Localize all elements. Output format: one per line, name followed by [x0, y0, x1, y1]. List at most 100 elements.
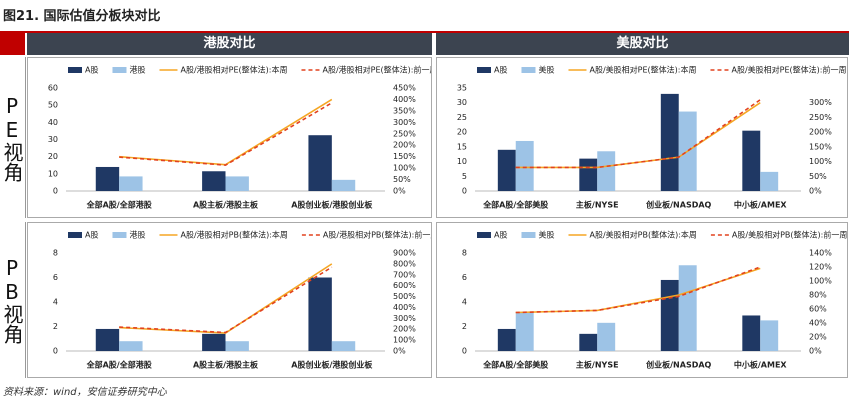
bar — [119, 176, 143, 191]
legend-swatch — [112, 232, 127, 238]
x-tick-label: A股创业板/港股创业板 — [291, 200, 373, 210]
y2-tick-label: 100% — [393, 336, 416, 345]
y-tick-label: 60 — [48, 84, 58, 93]
legend-label: A股/港股相对PE(整体法):前一周 — [322, 65, 432, 75]
figure-title: 图21. 国际估值分板块对比 — [3, 9, 161, 24]
y2-tick-label: 0% — [809, 347, 822, 356]
legend-label: A股/美股相对PB(整体法):前一周 — [732, 230, 847, 240]
bar — [331, 341, 356, 351]
y-tick-label: 0 — [53, 347, 58, 356]
corner — [0, 33, 25, 55]
y-tick-label: 4 — [53, 298, 58, 307]
y-tick-label: 0 — [53, 187, 58, 196]
row-label: PE视角 — [0, 57, 26, 218]
x-tick-label: 主板/NYSE — [576, 200, 619, 210]
legend-swatch — [521, 232, 536, 238]
y-tick-label: 0 — [462, 347, 467, 356]
y2-tick-label: 600% — [393, 281, 416, 290]
chart: 0 5 10 15 20 25 30 35 0% 50% 100% 150% 200% 250% 300% 全… — [436, 57, 848, 218]
legend-swatch — [68, 67, 82, 73]
bar — [760, 320, 779, 351]
bar — [331, 179, 356, 191]
x-tick-label: A股主板/港股主板 — [193, 360, 259, 370]
legend-label: A股/美股相对PE(整体法):本周 — [589, 65, 696, 75]
column-header: 美股对比 — [436, 33, 849, 55]
y2-tick-label: 300% — [393, 314, 416, 323]
y2-tick-label: 0% — [809, 187, 822, 196]
legend-label: 港股 — [129, 65, 145, 75]
line-series — [515, 266, 761, 314]
y2-tick-label: 350% — [393, 106, 416, 115]
y2-tick-label: 150% — [393, 152, 416, 161]
y-tick-label: 35 — [457, 84, 467, 93]
y2-tick-label: 0% — [393, 347, 406, 356]
bar — [95, 166, 120, 191]
bar — [202, 333, 226, 351]
y2-tick-label: 400% — [393, 303, 416, 312]
bar — [308, 135, 332, 191]
legend-label: A股/港股相对PB(整体法):本周 — [180, 230, 287, 240]
line-series — [119, 102, 333, 166]
bar — [742, 130, 761, 191]
y-tick-label: 5 — [462, 172, 467, 181]
y-tick-label: 10 — [48, 169, 58, 178]
legend-label: 美股 — [538, 65, 554, 75]
bar — [497, 328, 516, 351]
y2-tick-label: 200% — [809, 128, 832, 137]
y2-tick-label: 100% — [393, 164, 416, 173]
x-tick-label: 中小板/AMEX — [734, 360, 788, 370]
y2-tick-label: 40% — [809, 319, 827, 328]
legend-swatch — [112, 67, 127, 73]
y2-tick-label: 700% — [393, 270, 416, 279]
legend-swatch — [477, 67, 491, 73]
legend-swatch — [521, 67, 536, 73]
y-tick-label: 15 — [457, 142, 467, 151]
y2-tick-label: 200% — [393, 325, 416, 334]
y-tick-label: 30 — [48, 135, 58, 144]
bar — [597, 322, 616, 351]
line-series — [119, 266, 333, 334]
line-series — [119, 263, 333, 334]
bar — [515, 140, 534, 191]
y2-tick-label: 450% — [393, 84, 416, 93]
line-series — [515, 267, 761, 314]
bar — [742, 315, 761, 351]
legend-label: A股 — [85, 66, 98, 75]
y2-tick-label: 140% — [809, 249, 832, 258]
y2-tick-label: 250% — [809, 113, 832, 122]
y-tick-label: 2 — [462, 322, 467, 331]
y-tick-label: 20 — [457, 128, 467, 137]
y-tick-label: 30 — [457, 98, 467, 107]
x-tick-label: 创业板/NASDAQ — [645, 360, 711, 370]
bar — [119, 341, 143, 351]
y2-tick-label: 80% — [809, 291, 827, 300]
x-tick-label: 全部A股/全部美股 — [482, 360, 548, 370]
y2-tick-label: 800% — [393, 259, 416, 268]
y-tick-label: 8 — [462, 249, 467, 258]
y-tick-label: 2 — [53, 322, 58, 331]
y-tick-label: 6 — [53, 273, 58, 282]
bar — [515, 311, 534, 351]
y-tick-label: 0 — [462, 187, 467, 196]
bar — [202, 171, 226, 191]
legend-label: A股 — [494, 66, 507, 75]
x-tick-label: A股主板/港股主板 — [193, 200, 259, 210]
x-tick-label: 主板/NYSE — [576, 360, 619, 370]
x-tick-label: 创业板/NASDAQ — [645, 200, 711, 210]
x-tick-label: 全部A股/全部港股 — [86, 200, 152, 210]
y2-tick-label: 100% — [809, 277, 832, 286]
y2-tick-label: 200% — [393, 141, 416, 150]
y2-tick-label: 500% — [393, 292, 416, 301]
rule — [0, 31, 849, 33]
x-tick-label: 中小板/AMEX — [734, 200, 788, 210]
chart: 0 2 4 6 8 0% 100% 200% 300% 400% 500% 600% 700% 800%9… — [27, 222, 432, 378]
line-series — [119, 98, 333, 166]
bar — [660, 279, 679, 351]
source-note: 资料来源：wind，安信证券研究中心 — [3, 387, 167, 398]
legend-label: A股 — [85, 231, 98, 240]
legend-label: A股/美股相对PE(整体法):前一周 — [731, 65, 846, 75]
legend-label: 港股 — [129, 230, 145, 240]
y-tick-label: 10 — [457, 157, 467, 166]
bar — [678, 265, 697, 351]
bar — [579, 158, 598, 191]
